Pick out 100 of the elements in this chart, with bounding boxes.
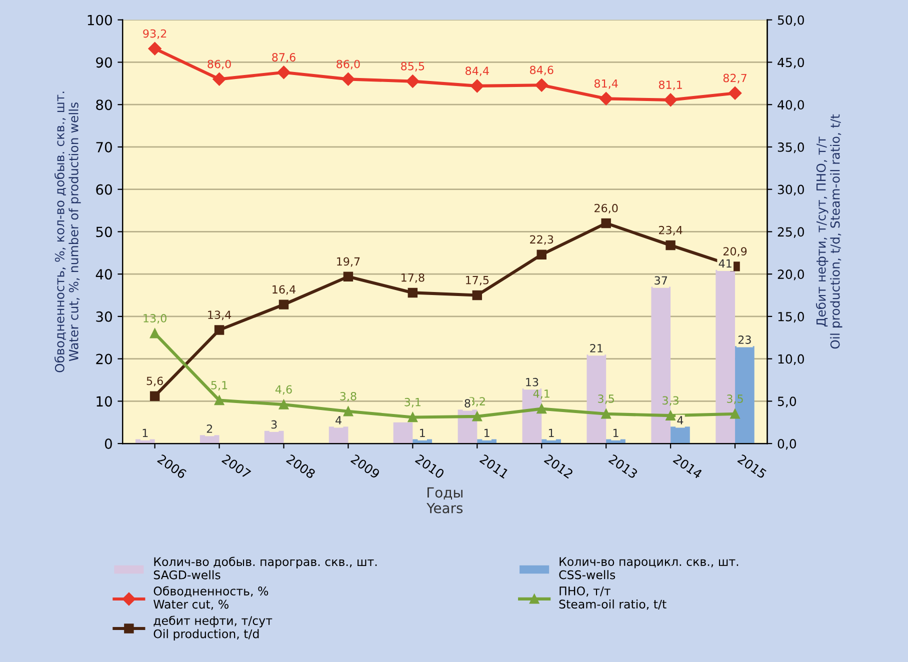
y-tick-label: 100 — [88, 14, 112, 26]
data-label: 21 — [590, 344, 602, 352]
data-label: 8 — [464, 399, 470, 408]
point — [666, 410, 676, 420]
data-label: 37 — [654, 276, 668, 285]
point — [150, 391, 160, 401]
y-axis-title: Обводненность, %, кол-во добыв. скв., шт. Water cut, %, number of production wells — [54, 92, 81, 372]
y2-tick-label: 15,0 — [778, 312, 804, 323]
point — [535, 78, 548, 92]
data-label: 3,5 — [598, 394, 614, 404]
point — [664, 93, 678, 107]
y2-tick-label: 25,0 — [778, 227, 804, 238]
y-tick-label: 80 — [96, 100, 112, 110]
data-label: 17,5 — [466, 276, 489, 286]
y-tick-label: 30 — [96, 311, 112, 322]
y-tick-label: 20 — [96, 354, 112, 364]
point — [214, 395, 224, 406]
data-label: 1 — [142, 428, 148, 437]
data-label: 81,1 — [658, 80, 682, 90]
y2-tick-label: 30,0 — [778, 184, 804, 196]
data-label: 13 — [526, 378, 538, 386]
data-label: 2 — [206, 424, 212, 433]
data-label: 4,1 — [533, 390, 550, 399]
y-tick-label: 50 — [96, 226, 112, 238]
point — [472, 290, 482, 300]
point — [536, 404, 546, 414]
data-label: 23 — [738, 336, 751, 344]
data-label: 86,0 — [336, 60, 360, 70]
data-label: 4 — [677, 416, 684, 424]
data-label: 81,4 — [594, 79, 618, 89]
legend-label: Колич-во пароцикл. скв., шт. CSS-wells — [559, 557, 738, 580]
data-label: 87,6 — [272, 53, 296, 63]
point — [536, 250, 546, 260]
data-label: 85,5 — [401, 62, 424, 72]
y2-tick-label: 5,0 — [778, 396, 796, 408]
y2-tick-label: 35,0 — [778, 142, 804, 154]
y2-tick-label: 40,0 — [778, 100, 804, 111]
data-label: 13,0 — [144, 314, 166, 324]
data-label: 3 — [271, 420, 277, 429]
y-tick-label: 70 — [96, 142, 112, 152]
point — [212, 72, 226, 86]
point — [728, 86, 742, 100]
point — [472, 412, 482, 422]
data-label: 93,2 — [143, 29, 166, 39]
y-tick-label: 60 — [96, 184, 112, 195]
data-label: 4,6 — [275, 385, 292, 395]
y2-tick-label: 20,0 — [778, 270, 804, 280]
data-label: 1 — [484, 428, 490, 437]
bar — [670, 426, 690, 444]
point — [470, 79, 484, 93]
bar — [393, 422, 413, 444]
data-label: 26,0 — [594, 204, 618, 214]
point — [343, 272, 354, 282]
data-label: 5,1 — [211, 381, 228, 391]
point — [277, 66, 290, 79]
point — [278, 300, 289, 310]
data-label: 16,4 — [272, 285, 296, 295]
point — [214, 325, 224, 335]
y2-tick-label: 0,0 — [778, 439, 796, 450]
point — [408, 412, 418, 422]
data-label: 3,3 — [662, 396, 679, 406]
data-label: 3,8 — [340, 392, 356, 402]
point — [278, 400, 289, 410]
point — [150, 328, 160, 338]
data-label: 17,8 — [402, 273, 424, 283]
point — [601, 218, 611, 228]
point — [148, 42, 162, 56]
data-label: 1 — [613, 428, 618, 437]
point — [408, 288, 418, 298]
point — [342, 72, 355, 86]
data-label: 3,1 — [404, 398, 420, 408]
legend-label: Колич-во добыв. парограв. скв., шт. SAGD-wells — [154, 556, 377, 580]
data-label: 3,5 — [727, 394, 743, 404]
data-label: 23,4 — [659, 226, 682, 236]
data-label: 1 — [420, 428, 425, 437]
data-label: 22,3 — [530, 235, 554, 245]
legend-label: ПНО, т/т Steam-oil ratio, t/t — [559, 586, 666, 610]
y-tick-label: 10 — [96, 396, 112, 407]
y-tick-label: 0 — [104, 438, 112, 450]
data-label: 84,4 — [466, 66, 489, 76]
point — [601, 409, 611, 419]
y2-tick-label: 45,0 — [778, 58, 804, 68]
data-label: 84,6 — [530, 66, 554, 76]
data-label: 4 — [336, 416, 342, 424]
legend-label: дебит нефти, т/сут Oil production, t/d — [154, 616, 272, 641]
point — [343, 406, 354, 416]
data-label: 1 — [548, 428, 554, 437]
point — [600, 92, 613, 106]
data-label: 13,4 — [208, 310, 232, 320]
point — [406, 74, 420, 88]
data-label: 20,9 — [723, 247, 747, 257]
bar — [264, 430, 284, 444]
x-axis-title: Годы Years — [426, 487, 463, 514]
data-label: 41 — [718, 259, 732, 268]
y2-tick-label: 10,0 — [778, 354, 804, 366]
data-label: 82,7 — [723, 74, 746, 84]
point — [730, 409, 740, 419]
y2-axis-title: Дебит нефти, т/сут, ПНО, т/т Oil production, t/d, Steam-oil ratio, t/t — [816, 114, 842, 349]
y-tick-label: 40 — [96, 269, 112, 280]
data-label: 86,0 — [208, 60, 231, 70]
